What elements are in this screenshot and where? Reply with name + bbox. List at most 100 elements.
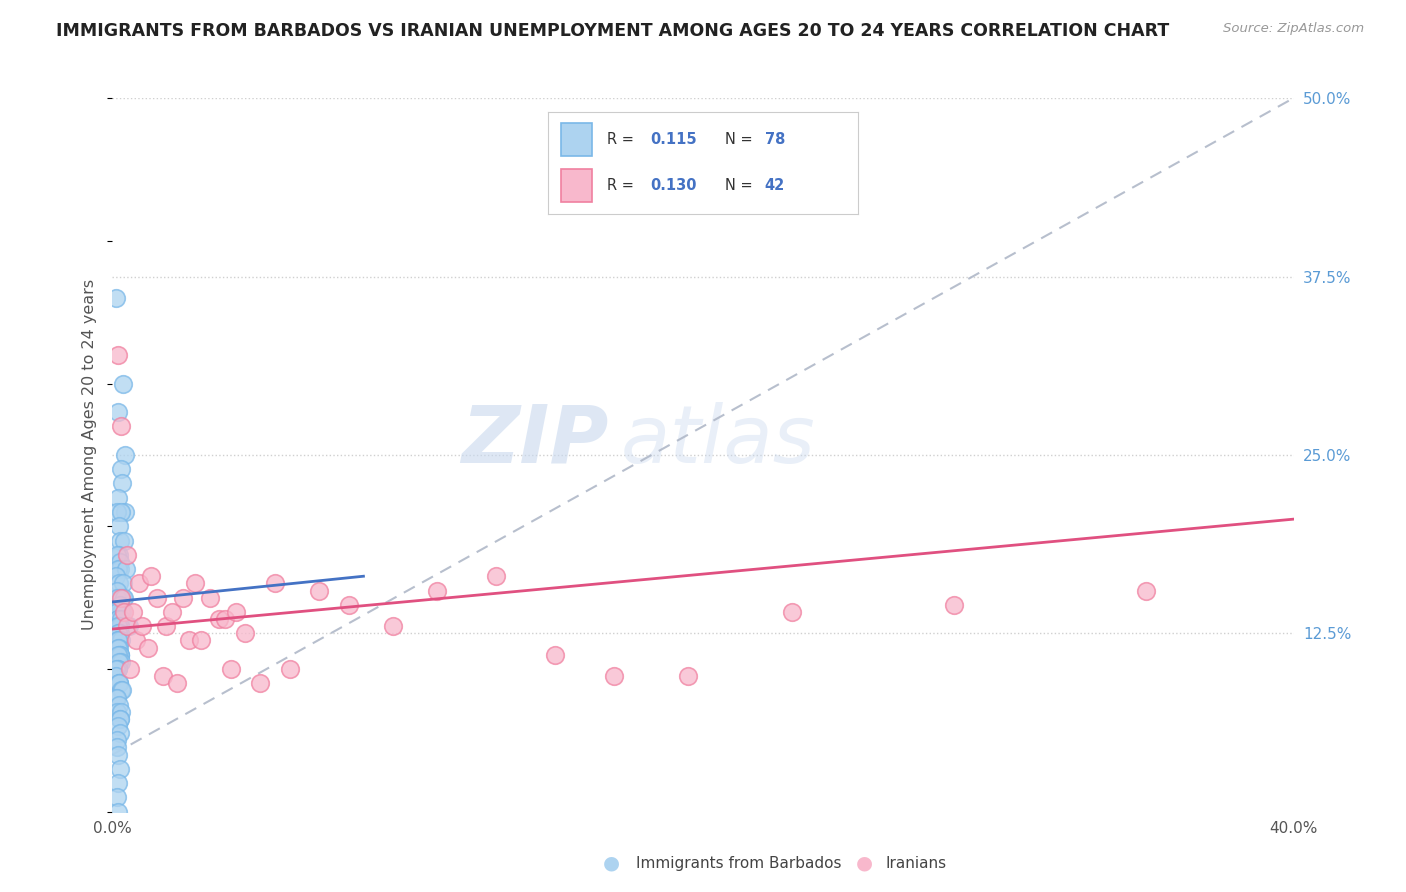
Text: ●: ● bbox=[856, 854, 873, 873]
Point bbox=[108, 548, 131, 562]
Point bbox=[544, 648, 567, 662]
Point bbox=[105, 569, 128, 583]
Point bbox=[112, 605, 135, 619]
Point bbox=[105, 690, 128, 705]
Text: N =: N = bbox=[724, 132, 756, 146]
Point bbox=[155, 619, 177, 633]
Point bbox=[108, 698, 131, 712]
Point bbox=[308, 583, 330, 598]
Point bbox=[107, 562, 129, 576]
Point bbox=[107, 612, 129, 626]
Point bbox=[172, 591, 194, 605]
Point bbox=[108, 633, 131, 648]
Point bbox=[105, 705, 128, 719]
Text: Immigrants from Barbados: Immigrants from Barbados bbox=[636, 856, 841, 871]
Text: 0.130: 0.130 bbox=[651, 178, 697, 193]
Text: N =: N = bbox=[724, 178, 756, 193]
Point bbox=[108, 640, 131, 655]
Point bbox=[107, 633, 129, 648]
Point bbox=[107, 648, 129, 662]
Point bbox=[225, 605, 247, 619]
Point bbox=[107, 640, 129, 655]
Point bbox=[382, 619, 405, 633]
Point bbox=[110, 705, 132, 719]
Point bbox=[108, 655, 131, 669]
Point bbox=[110, 648, 132, 662]
Point bbox=[184, 576, 207, 591]
Point bbox=[108, 533, 131, 548]
Point bbox=[118, 619, 141, 633]
Point bbox=[122, 605, 145, 619]
Point bbox=[110, 505, 132, 519]
Point bbox=[128, 576, 150, 591]
Point bbox=[208, 612, 231, 626]
Point bbox=[108, 676, 131, 690]
Point bbox=[108, 726, 131, 740]
Point bbox=[107, 619, 129, 633]
Point bbox=[485, 569, 508, 583]
Point bbox=[107, 740, 129, 755]
Point bbox=[107, 662, 129, 676]
Point bbox=[105, 505, 128, 519]
Point bbox=[108, 598, 131, 612]
Point bbox=[111, 683, 134, 698]
Point bbox=[125, 633, 148, 648]
Point bbox=[190, 633, 212, 648]
Point bbox=[107, 626, 129, 640]
Point bbox=[108, 519, 131, 533]
Point bbox=[603, 669, 626, 683]
Point bbox=[107, 676, 129, 690]
Point bbox=[108, 676, 131, 690]
Point bbox=[107, 805, 129, 819]
Point bbox=[111, 376, 134, 391]
Point bbox=[107, 491, 129, 505]
Text: R =: R = bbox=[607, 132, 638, 146]
Point bbox=[115, 562, 138, 576]
Point bbox=[110, 633, 132, 648]
Point bbox=[108, 619, 131, 633]
Text: Source: ZipAtlas.com: Source: ZipAtlas.com bbox=[1223, 22, 1364, 36]
Point bbox=[105, 591, 128, 605]
Point bbox=[278, 662, 301, 676]
Point bbox=[108, 762, 131, 776]
Point bbox=[105, 583, 128, 598]
Point bbox=[107, 633, 129, 648]
Point bbox=[678, 669, 700, 683]
Point bbox=[105, 669, 128, 683]
Point bbox=[337, 598, 360, 612]
Point bbox=[114, 448, 136, 462]
Point bbox=[112, 591, 135, 605]
Point bbox=[107, 662, 129, 676]
Point bbox=[112, 591, 135, 605]
Point bbox=[105, 662, 128, 676]
Point bbox=[152, 669, 174, 683]
Point bbox=[110, 605, 132, 619]
Point bbox=[233, 626, 256, 640]
Bar bbox=[561, 123, 592, 155]
Bar bbox=[561, 169, 592, 202]
Point bbox=[117, 619, 138, 633]
Y-axis label: Unemployment Among Ages 20 to 24 years: Unemployment Among Ages 20 to 24 years bbox=[82, 279, 97, 631]
Point bbox=[120, 662, 142, 676]
Point bbox=[264, 576, 287, 591]
Point bbox=[110, 712, 132, 726]
Point bbox=[166, 676, 188, 690]
Point bbox=[198, 591, 221, 605]
Point bbox=[110, 626, 132, 640]
Point bbox=[107, 690, 129, 705]
Point bbox=[108, 648, 131, 662]
Text: ZIP: ZIP bbox=[461, 401, 609, 480]
Point bbox=[110, 655, 132, 669]
Point bbox=[110, 462, 132, 476]
Text: R =: R = bbox=[607, 178, 638, 193]
Point bbox=[780, 605, 803, 619]
Point bbox=[108, 576, 131, 591]
Point bbox=[131, 619, 153, 633]
Point bbox=[146, 591, 169, 605]
Point bbox=[426, 583, 449, 598]
Text: IMMIGRANTS FROM BARBADOS VS IRANIAN UNEMPLOYMENT AMONG AGES 20 TO 24 YEARS CORRE: IMMIGRANTS FROM BARBADOS VS IRANIAN UNEM… bbox=[56, 22, 1170, 40]
Point bbox=[108, 712, 131, 726]
Point bbox=[214, 612, 236, 626]
Text: ●: ● bbox=[603, 854, 620, 873]
Point bbox=[110, 612, 132, 626]
